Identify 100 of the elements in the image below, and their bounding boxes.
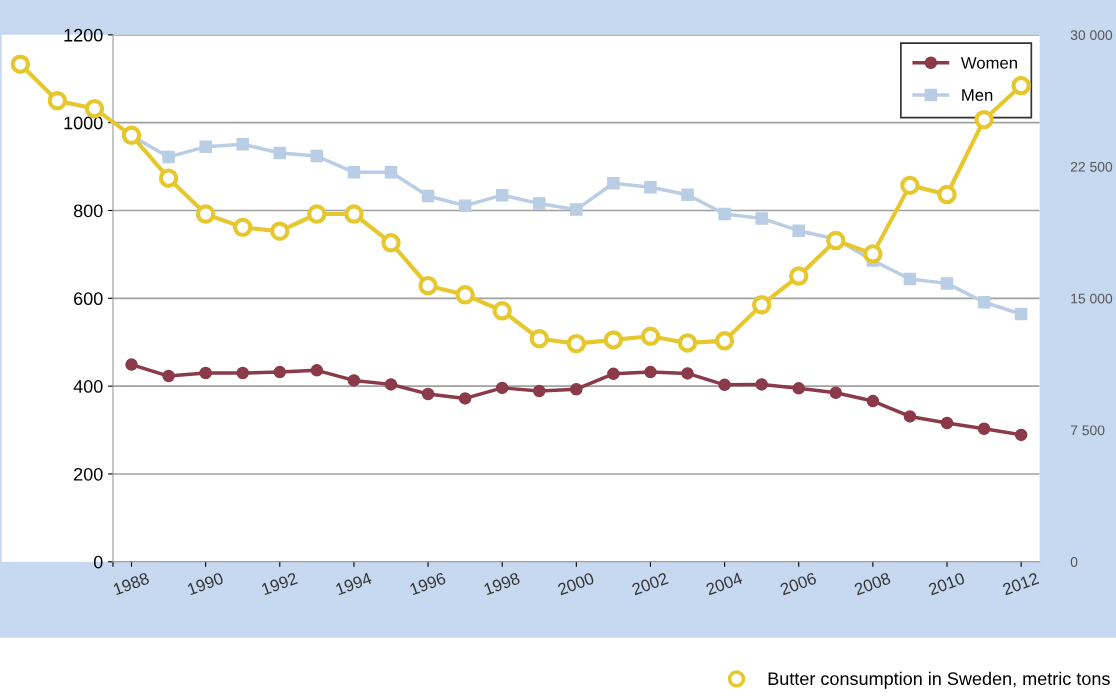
point <box>570 203 583 216</box>
y-tick-label: 200 <box>74 467 103 481</box>
point <box>492 301 512 321</box>
point <box>236 137 249 151</box>
point <box>681 367 694 380</box>
point <box>347 166 361 179</box>
point <box>974 109 994 130</box>
point <box>940 277 954 290</box>
y2-tick-label: 7 500 <box>1070 425 1105 436</box>
point <box>792 224 805 237</box>
point <box>199 366 212 380</box>
point <box>10 54 31 74</box>
point <box>529 328 549 349</box>
point <box>570 382 583 396</box>
point <box>347 374 361 387</box>
y-tick-label: 800 <box>73 204 103 218</box>
point <box>236 366 249 380</box>
point <box>829 386 843 399</box>
x-tick-label: 2012 <box>1002 572 1040 596</box>
point <box>162 369 175 383</box>
point <box>199 140 212 154</box>
point <box>903 272 917 286</box>
y2-tick-label: 0 <box>1070 557 1078 567</box>
point <box>718 207 731 221</box>
x-tick-label: 2006 <box>779 572 817 596</box>
x-tick-label: 1996 <box>409 572 447 596</box>
point <box>866 394 880 408</box>
point <box>273 365 287 379</box>
point <box>421 189 435 203</box>
point <box>792 382 805 395</box>
point <box>195 204 216 224</box>
point <box>384 378 398 391</box>
x-tick-label: 1988 <box>112 572 150 596</box>
point <box>158 168 179 188</box>
point <box>307 204 327 224</box>
point <box>714 331 735 351</box>
y2-tick-label: 30 000 <box>1070 30 1113 41</box>
point <box>495 381 509 395</box>
point <box>381 233 401 253</box>
point <box>607 367 620 381</box>
point <box>384 166 398 179</box>
point <box>270 221 290 241</box>
point <box>718 378 731 392</box>
point <box>755 378 768 391</box>
x-tick-label: 1992 <box>261 572 298 596</box>
point <box>900 175 920 196</box>
y2-tick-label: 15 000 <box>1071 293 1113 304</box>
point <box>751 295 772 315</box>
point <box>344 204 364 224</box>
point <box>458 199 472 212</box>
point <box>640 326 661 346</box>
legend-label: Women <box>960 57 1017 69</box>
x-tick-label: 1990 <box>186 572 224 596</box>
point <box>273 146 287 160</box>
x-tick-label: 1998 <box>483 572 521 596</box>
point <box>232 217 253 238</box>
legend-label: Men <box>962 89 993 101</box>
y-tick-label: 0 <box>93 555 103 569</box>
x-tick-label: 2010 <box>927 572 966 596</box>
point <box>125 358 138 371</box>
point <box>607 177 620 190</box>
point <box>458 392 472 405</box>
point <box>533 384 546 398</box>
point <box>162 150 175 164</box>
point <box>789 266 809 286</box>
point <box>940 416 954 430</box>
point <box>863 244 883 264</box>
point <box>310 364 324 377</box>
point <box>903 410 917 423</box>
point <box>826 230 846 251</box>
point <box>977 296 991 309</box>
point <box>677 333 698 353</box>
y-tick-label: 1200 <box>64 28 103 42</box>
point <box>1011 75 1031 96</box>
y-tick-label: 400 <box>73 380 103 393</box>
point <box>1014 428 1028 442</box>
y2-tick-label: 22 500 <box>1070 161 1113 172</box>
point <box>681 188 694 201</box>
point <box>121 125 142 146</box>
point <box>455 285 475 305</box>
point <box>421 387 435 401</box>
point <box>937 184 957 205</box>
y-tick-label: 1000 <box>64 116 103 130</box>
point <box>603 330 624 350</box>
y-tick-label: 600 <box>74 292 103 306</box>
x-tick-label: 2004 <box>705 572 744 596</box>
point <box>47 90 68 111</box>
x-tick-label: 1994 <box>335 572 373 596</box>
point <box>418 275 438 296</box>
point <box>977 422 991 435</box>
text: Butter consumption in Sweden, metric tons <box>768 671 1110 689</box>
point <box>533 197 546 210</box>
point <box>1014 307 1028 321</box>
point <box>495 188 509 202</box>
x-tick-label: 2002 <box>631 572 669 596</box>
x-tick-label: 2008 <box>853 572 892 596</box>
point <box>644 365 657 379</box>
point <box>644 180 657 194</box>
x-tick-label: 2000 <box>557 572 595 596</box>
point <box>566 333 587 354</box>
